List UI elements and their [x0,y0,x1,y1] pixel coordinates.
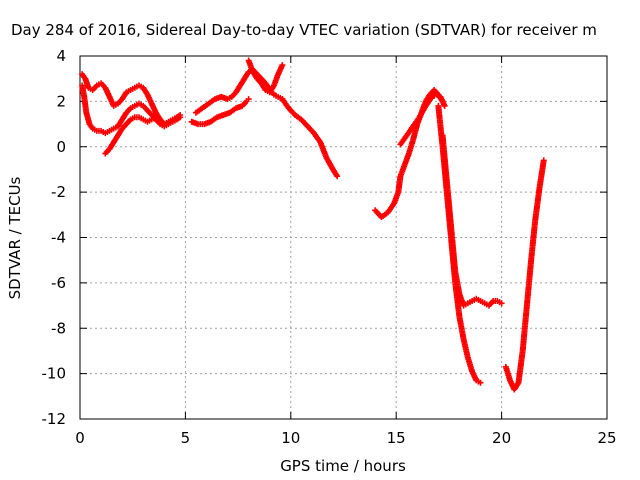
plot-frame [79,55,608,420]
data-series [188,96,252,128]
data-series [397,91,448,148]
data-point [279,62,286,69]
data-point [245,96,252,103]
x-tick-label: 25 [597,429,616,447]
axis-ticks: 0 5 10 15 20 25 -12 -10 -8 -6 -4 -2 0 2 4 [42,47,617,447]
data-point [498,300,505,307]
data-series [372,87,446,221]
data-point [152,114,159,121]
data-point [477,379,484,386]
x-tick-label: 10 [281,429,300,447]
grid [80,56,607,419]
data-point [441,102,448,109]
y-tick-label: 4 [56,47,66,65]
y-tick-label: -6 [51,274,66,292]
x-tick-label: 15 [387,429,406,447]
y-tick-label: -8 [51,319,66,337]
data-point [177,114,184,121]
y-tick-label: -10 [42,365,67,383]
data-series [245,57,286,96]
data-series [439,132,505,309]
data-series [279,96,341,180]
x-axis-label: GPS time / hours [280,457,406,475]
y-axis-label: SDTVAR / TECUs [6,176,24,299]
y-tick-label: 0 [56,138,66,156]
data-points [79,57,547,393]
x-tick-label: 0 [75,429,85,447]
y-tick-label: -12 [42,410,67,428]
y-tick-label: -4 [51,229,66,247]
data-series [192,66,286,116]
y-tick-label: 2 [56,92,66,110]
chart-title: Day 284 of 2016, Sidereal Day-to-day VTE… [11,21,597,39]
data-point [540,157,547,164]
data-point [334,173,341,180]
x-tick-label: 5 [181,429,191,447]
data-series [502,157,547,393]
x-tick-label: 20 [492,429,511,447]
y-tick-label: -2 [51,183,66,201]
data-series [102,114,159,157]
